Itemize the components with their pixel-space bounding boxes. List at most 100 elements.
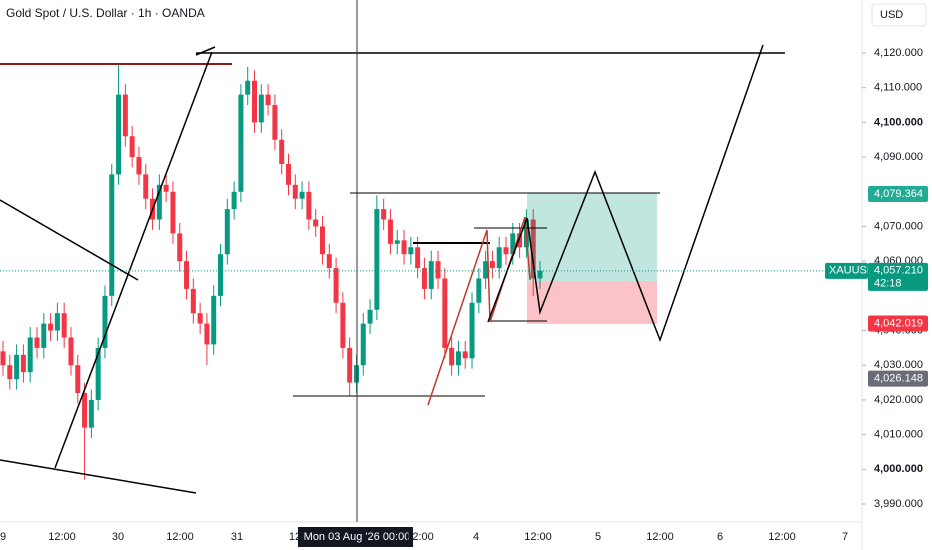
target-zone [527, 193, 657, 281]
candle-body [34, 337, 40, 348]
candle-body [177, 233, 183, 262]
candle-body [415, 247, 421, 269]
x-tick-label: 12:00 [48, 531, 76, 543]
candle-body [313, 219, 319, 227]
candle-body [252, 80, 258, 123]
candle-body [279, 139, 285, 165]
symbol-tag [825, 262, 868, 279]
y-tick-label: 4,100.000 [874, 116, 923, 128]
candle-body [238, 94, 244, 192]
candle-body [231, 191, 237, 210]
candle-body [224, 209, 230, 255]
x-tick-label: 12:00 [524, 531, 552, 543]
x-tick-label: 9 [0, 531, 6, 543]
candle-body [163, 184, 169, 192]
y-tick-label: 4,000.000 [874, 463, 923, 475]
price-tag-label: 4,026.148 [874, 373, 923, 385]
y-tick-label: 3,990.000 [874, 498, 923, 510]
y-tick-label: 4,010.000 [874, 429, 923, 441]
x-tick-label: 4 [473, 531, 479, 543]
y-tick-label: 4,090.000 [874, 151, 923, 163]
candle-body [95, 347, 101, 400]
candle-body [129, 136, 135, 158]
y-tick-label: 4,020.000 [874, 394, 923, 406]
candle-body [469, 302, 475, 359]
candle-body [319, 226, 325, 255]
candle-body [340, 302, 346, 348]
candle-body [462, 351, 468, 359]
time-axis: 9 12:00 30 12:00 31 12 Mon 03 Aug '26 00:0012:… [0, 527, 848, 547]
drawings [0, 0, 785, 522]
trend-line [0, 199, 139, 281]
candle-body [517, 233, 523, 248]
candle-body [102, 295, 108, 348]
candle-body [306, 191, 312, 220]
candle-body [20, 354, 26, 373]
trend-line [0, 459, 197, 494]
trend-line [54, 51, 213, 469]
candle-body [435, 261, 441, 279]
candle-body [197, 313, 203, 324]
candle-body [360, 323, 366, 366]
candle-body [184, 261, 190, 289]
zigzag [427, 216, 531, 406]
price-tag-label: 4,042.019 [874, 317, 923, 329]
candle-body [408, 247, 414, 255]
candle-body [218, 254, 224, 296]
candle-body [489, 261, 495, 269]
candle-body [483, 261, 489, 279]
candle-body [449, 347, 455, 366]
y-tick-label: 4,030.000 [874, 359, 923, 371]
x-tick-label: 12:00 [406, 531, 434, 543]
candle-body [442, 278, 448, 348]
candle-body [68, 337, 74, 366]
candle-body [190, 288, 196, 314]
price-tag [868, 185, 928, 202]
price-tag-label: 4,079.364 [874, 188, 923, 200]
candle-body [109, 174, 115, 296]
countdown-label: 42:18 [874, 278, 902, 290]
candle-body [394, 240, 400, 244]
candle-body [285, 164, 291, 185]
x-tick-label: 12:00 [166, 531, 194, 543]
candle-body [387, 219, 393, 244]
candle-body [27, 337, 33, 373]
x-tick-label: 31 [231, 531, 243, 543]
candle-body [401, 240, 407, 255]
candle-body [272, 105, 278, 140]
y-tick-label: 4,110.000 [874, 82, 922, 94]
projection-path [487, 44, 764, 343]
chart-title: Gold Spot / U.S. Dollar · 1h · OANDA [6, 6, 205, 20]
candle-body [530, 219, 536, 279]
candle-body [428, 261, 434, 289]
candle-body [75, 365, 81, 393]
candle-body [54, 313, 60, 331]
candle-body [347, 347, 353, 383]
candle-body [204, 323, 210, 345]
x-tick-label: 7 [842, 531, 848, 543]
candle-body [333, 268, 339, 303]
candle-body [381, 209, 387, 220]
stop-zone [527, 281, 657, 324]
currency-button[interactable] [871, 3, 927, 27]
crosshair-time-tag [298, 527, 413, 547]
candle-body [258, 94, 264, 123]
x-tick-label: 30 [112, 531, 124, 543]
candle-body [211, 295, 217, 345]
candle-body [455, 351, 461, 366]
current-price-label: 4,057.210 [874, 265, 923, 277]
currency-label[interactable]: USD [880, 9, 903, 21]
x-tick-label: 6 [717, 531, 723, 543]
candle-body [299, 191, 305, 199]
candle-body [170, 191, 176, 234]
x-tick-label: 12:00 [646, 531, 674, 543]
candle-body [503, 247, 509, 255]
candle-body [122, 94, 128, 137]
y-tick-label: 4,070.000 [874, 220, 923, 232]
symbol-label: XAUUSD [829, 265, 875, 277]
candle-body [476, 278, 482, 303]
candles [0, 63, 543, 480]
candle-body [14, 354, 20, 380]
candle-body [265, 94, 271, 106]
